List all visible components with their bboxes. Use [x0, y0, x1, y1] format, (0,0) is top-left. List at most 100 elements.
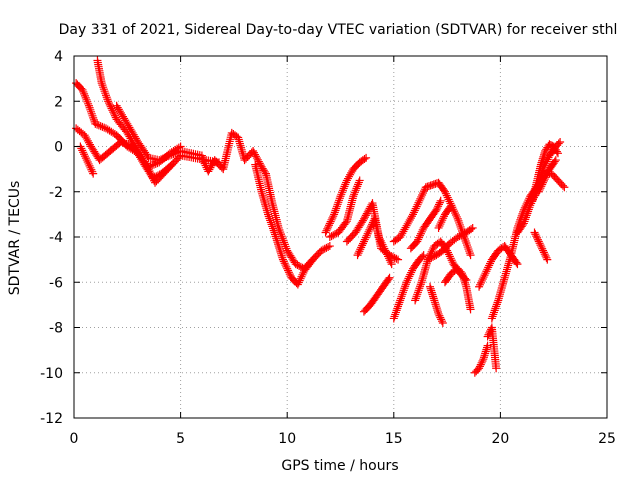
data-point: [430, 252, 439, 261]
data-point: [281, 261, 290, 270]
data-point: [360, 235, 369, 244]
data-point: [543, 155, 552, 164]
data-point: [462, 241, 471, 250]
data-point: [541, 173, 550, 182]
data-point: [442, 191, 451, 200]
data-point: [85, 161, 94, 170]
data-point: [98, 122, 107, 131]
data-point: [521, 213, 530, 222]
data-point: [340, 182, 349, 191]
data-point: [429, 292, 438, 301]
data-point: [169, 150, 178, 159]
data-point: [251, 152, 260, 161]
data-point: [385, 256, 394, 265]
data-point: [459, 230, 468, 239]
data-point: [409, 208, 418, 217]
data-point: [543, 255, 552, 264]
data-point: [414, 235, 423, 244]
data-point: [84, 99, 93, 108]
data-point: [116, 137, 125, 146]
data-point: [556, 137, 565, 146]
data-point: [275, 245, 284, 254]
data-point: [376, 236, 385, 245]
data-point: [83, 158, 92, 167]
data-point: [451, 209, 460, 218]
data-point: [481, 349, 490, 358]
data-point: [479, 355, 488, 364]
data-point: [428, 290, 437, 299]
data-point: [329, 231, 338, 240]
data-point: [478, 275, 487, 284]
data-point: [264, 210, 273, 219]
series-arc-f: [197, 128, 270, 178]
data-point: [385, 273, 394, 282]
data-point: [419, 187, 428, 196]
data-point: [197, 153, 206, 162]
data-point: [437, 317, 446, 326]
data-point: [413, 237, 422, 246]
data-point: [523, 209, 532, 218]
data-point: [414, 286, 423, 295]
data-point: [324, 223, 333, 232]
data-point: [430, 296, 439, 305]
data-point: [327, 232, 336, 241]
data-point: [277, 251, 286, 260]
data-point: [295, 261, 304, 270]
data-point: [539, 176, 548, 185]
data-point: [320, 244, 329, 253]
data-point: [475, 280, 484, 289]
data-point: [540, 175, 549, 184]
data-point: [438, 216, 447, 225]
data-point: [464, 245, 473, 254]
data-point: [418, 252, 427, 261]
data-point: [375, 234, 384, 243]
data-point: [255, 159, 264, 168]
data-point: [519, 219, 528, 228]
data-point: [439, 214, 448, 223]
series-arc-e: [112, 101, 206, 165]
data-point: [332, 202, 341, 211]
data-point: [412, 292, 421, 301]
data-point: [384, 252, 393, 261]
data-point: [284, 268, 293, 277]
data-point: [536, 241, 545, 250]
data-point: [83, 97, 92, 106]
data-point: [325, 242, 334, 251]
data-point: [275, 226, 284, 235]
data-point: [407, 212, 416, 221]
data-point: [417, 192, 426, 201]
data-point: [96, 122, 105, 131]
data-point: [402, 278, 411, 287]
data-point: [551, 156, 560, 165]
data-point: [414, 198, 423, 207]
data-point: [102, 93, 111, 102]
series-arc-y: [487, 156, 560, 323]
data-point: [81, 93, 90, 102]
data-point: [539, 152, 548, 161]
data-point: [457, 224, 466, 233]
data-point: [415, 231, 424, 240]
data-point: [394, 300, 403, 309]
data-point: [524, 207, 533, 216]
series-arc-j: [325, 176, 364, 241]
data-point: [281, 242, 290, 251]
data-point: [82, 156, 91, 165]
data-point: [84, 101, 93, 110]
data-point: [84, 159, 93, 168]
y-axis-label: SDTVAR / TECUs: [7, 181, 23, 296]
series-arc-s: [434, 201, 475, 260]
data-point: [99, 83, 108, 92]
data-point: [274, 240, 283, 249]
data-point: [279, 236, 288, 245]
data-point: [390, 312, 399, 321]
data-point: [294, 278, 303, 287]
data-point: [427, 286, 436, 295]
data-point: [266, 216, 275, 225]
data-point: [398, 290, 407, 299]
data-point: [151, 159, 160, 168]
data-point: [155, 156, 164, 165]
data-point: [416, 280, 425, 289]
data-point: [450, 207, 459, 216]
data-point: [458, 271, 467, 280]
data-point: [481, 347, 490, 356]
